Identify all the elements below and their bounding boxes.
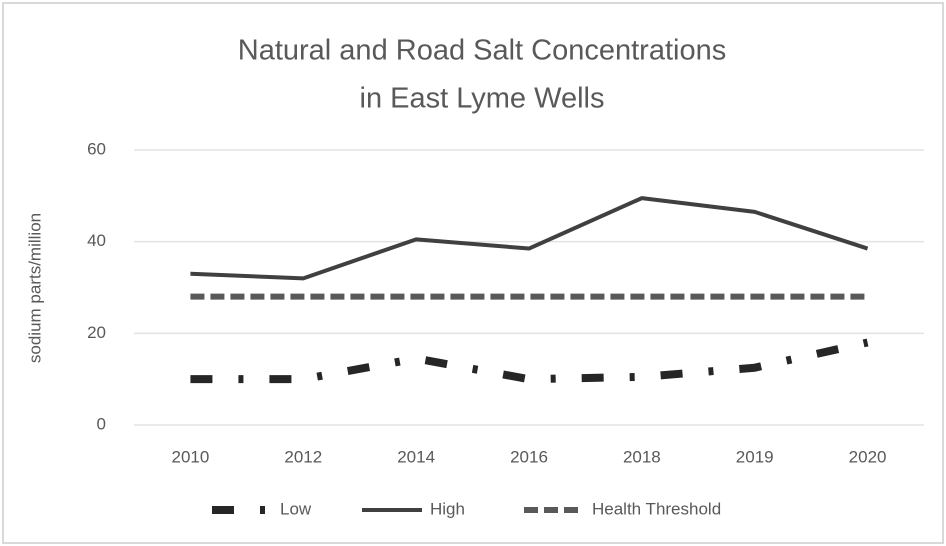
x-tick-label: 2016 bbox=[510, 447, 548, 466]
data-line bbox=[190, 338, 869, 384]
y-tick-label: 40 bbox=[87, 231, 106, 250]
x-tick-label: 2018 bbox=[623, 447, 661, 466]
y-tick-label: 60 bbox=[87, 139, 106, 158]
data-line bbox=[190, 196, 869, 281]
legend-label: Low bbox=[280, 499, 312, 518]
x-tick-label: 2019 bbox=[736, 447, 774, 466]
x-tick-label: 2012 bbox=[284, 447, 322, 466]
y-axis-label: sodium parts/million bbox=[25, 213, 44, 363]
legend-label: High bbox=[430, 499, 465, 518]
x-tick-label: 2020 bbox=[849, 447, 887, 466]
chart-title: in East Lyme Wells bbox=[360, 83, 605, 115]
y-tick-label: 0 bbox=[97, 414, 106, 433]
legend-label: Health Threshold bbox=[592, 499, 721, 518]
x-tick-label: 2010 bbox=[172, 447, 210, 466]
x-tick-label: 2014 bbox=[397, 447, 435, 466]
y-tick-label: 20 bbox=[87, 323, 106, 342]
chart-title: Natural and Road Salt Concentrations bbox=[238, 35, 726, 67]
